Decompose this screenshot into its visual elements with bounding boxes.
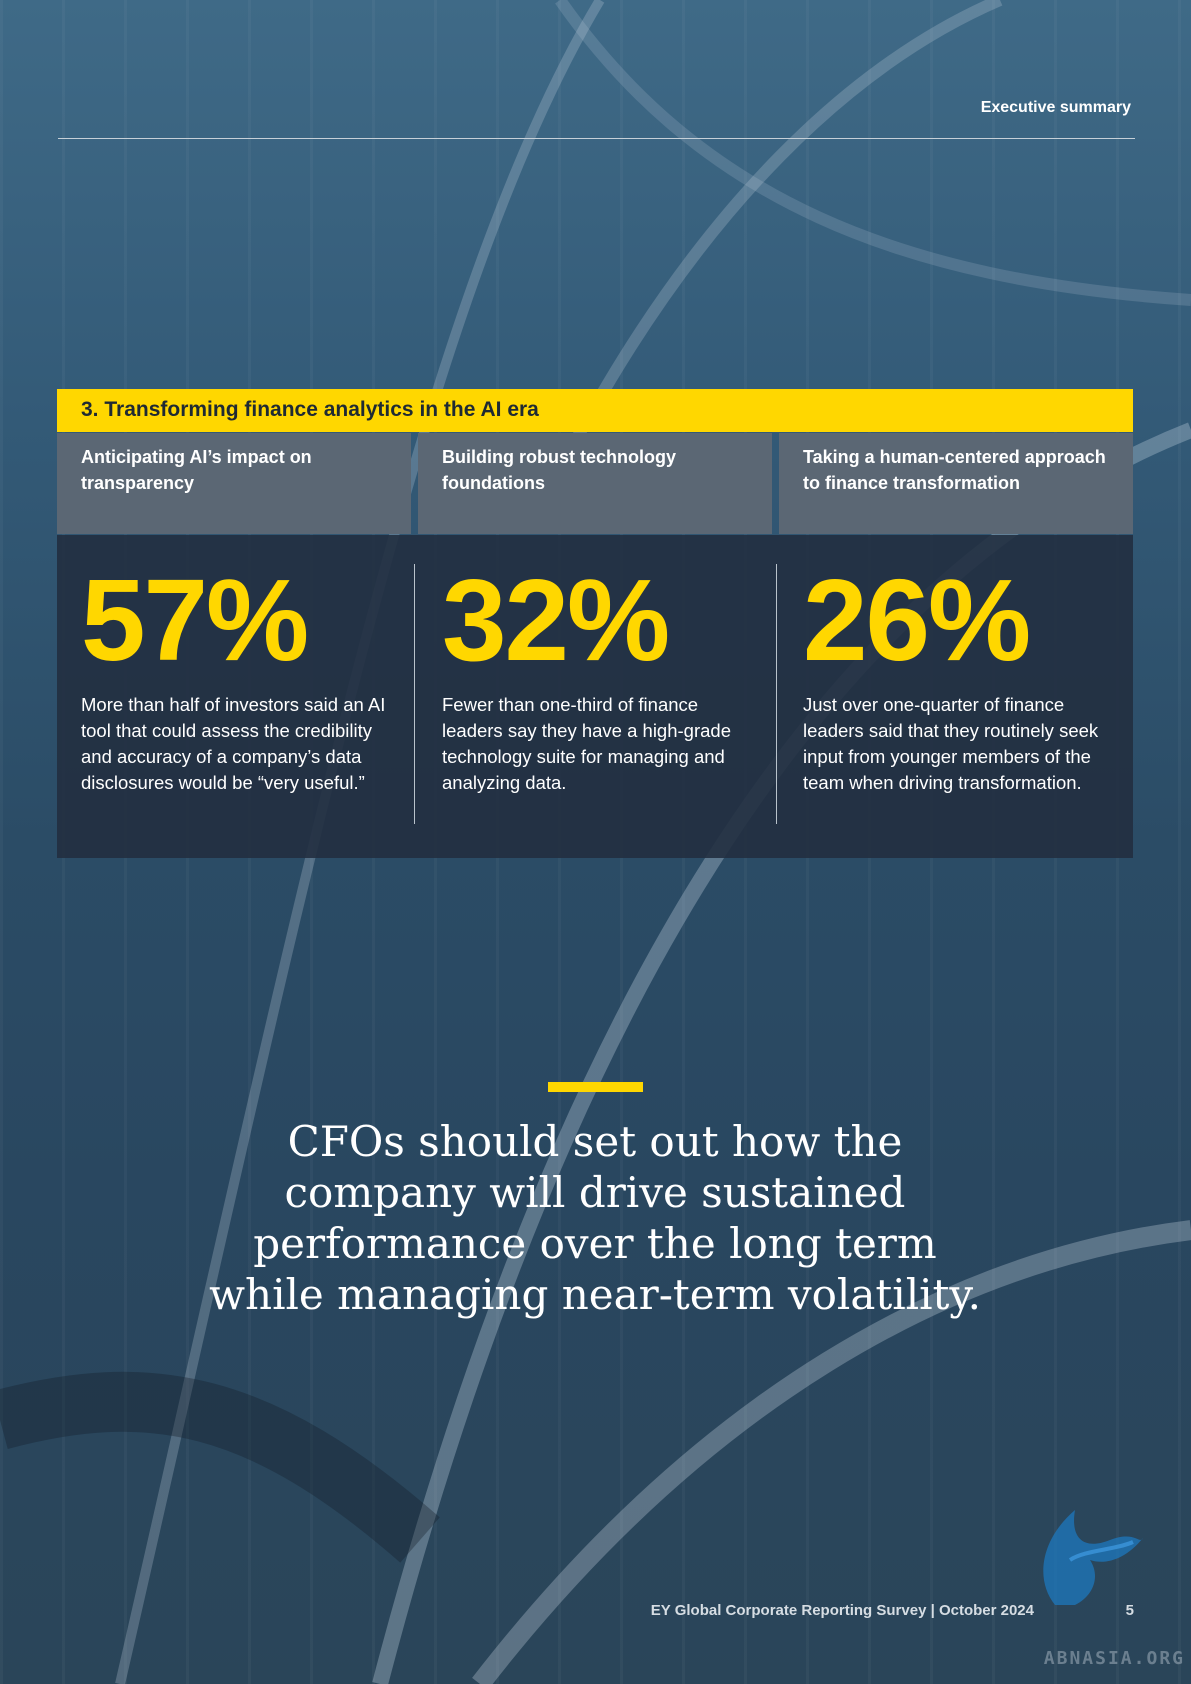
watermark-logo-icon	[1043, 1510, 1143, 1605]
pull-quote: CFOs should set out how the company will…	[209, 1117, 981, 1319]
column-divider	[776, 564, 777, 824]
page-number: 5	[1125, 1602, 1134, 1619]
section-title: 3. Transforming finance analytics in the…	[57, 389, 1133, 432]
quote-accent-bar	[548, 1082, 643, 1092]
section-label: Executive summary	[980, 99, 1131, 116]
column-heading-transparency: Anticipating AI’s impact on transparency	[57, 433, 411, 534]
stat-value-transparency: 57%	[81, 555, 309, 685]
stat-value-technology: 32%	[442, 555, 670, 685]
watermark-text: ABNASIA.ORG	[1043, 1648, 1185, 1669]
stat-description-human-centered: Just over one-quarter of finance leaders…	[803, 694, 1099, 793]
header-divider	[58, 138, 1135, 139]
column-divider	[414, 564, 415, 824]
column-heading-human-centered: Taking a human-centered approach to fina…	[779, 433, 1133, 534]
stat-description-transparency: More than half of investors said an AI t…	[81, 694, 386, 793]
stat-value-human-centered: 26%	[803, 555, 1031, 685]
column-heading-technology: Building robust technology foundations	[418, 433, 772, 534]
stat-description-technology: Fewer than one-third of finance leaders …	[442, 694, 731, 793]
stats-panel	[57, 535, 1133, 858]
footer-publication: EY Global Corporate Reporting Survey | O…	[650, 1602, 1034, 1619]
